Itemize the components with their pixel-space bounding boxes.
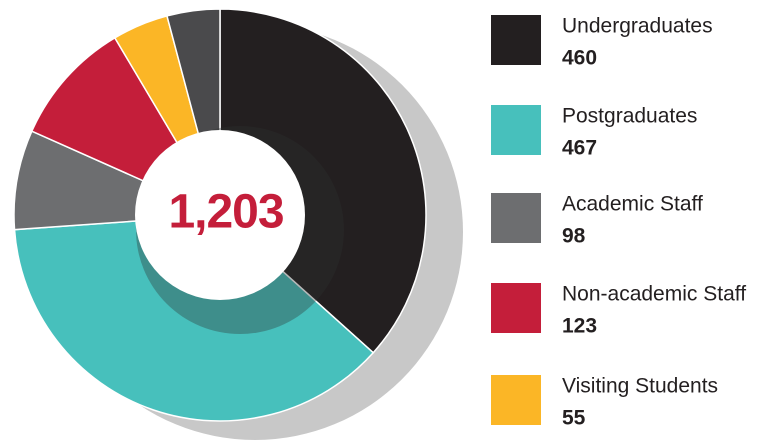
legend-value: 98 (562, 225, 586, 248)
slice (219, 8, 427, 354)
legend-value: 467 (562, 137, 597, 160)
slice (13, 214, 375, 422)
legend-value: 55 (562, 407, 586, 430)
legend-swatch (491, 105, 541, 155)
legend-swatch (491, 375, 541, 425)
legend-label: Postgraduates (562, 105, 697, 128)
legend-swatch (491, 283, 541, 333)
hole (135, 130, 305, 300)
legend-label: Non-academic Staff (562, 283, 746, 306)
legend-label: Visiting Students (562, 375, 718, 398)
legend-label: Academic Staff (562, 193, 703, 216)
legend-value: 460 (562, 47, 597, 70)
legend-label: Undergraduates (562, 15, 713, 38)
legend-swatch (491, 15, 541, 65)
legend-value: 123 (562, 315, 597, 338)
legend-swatch (491, 193, 541, 243)
center-total: 1,203 (168, 186, 283, 239)
